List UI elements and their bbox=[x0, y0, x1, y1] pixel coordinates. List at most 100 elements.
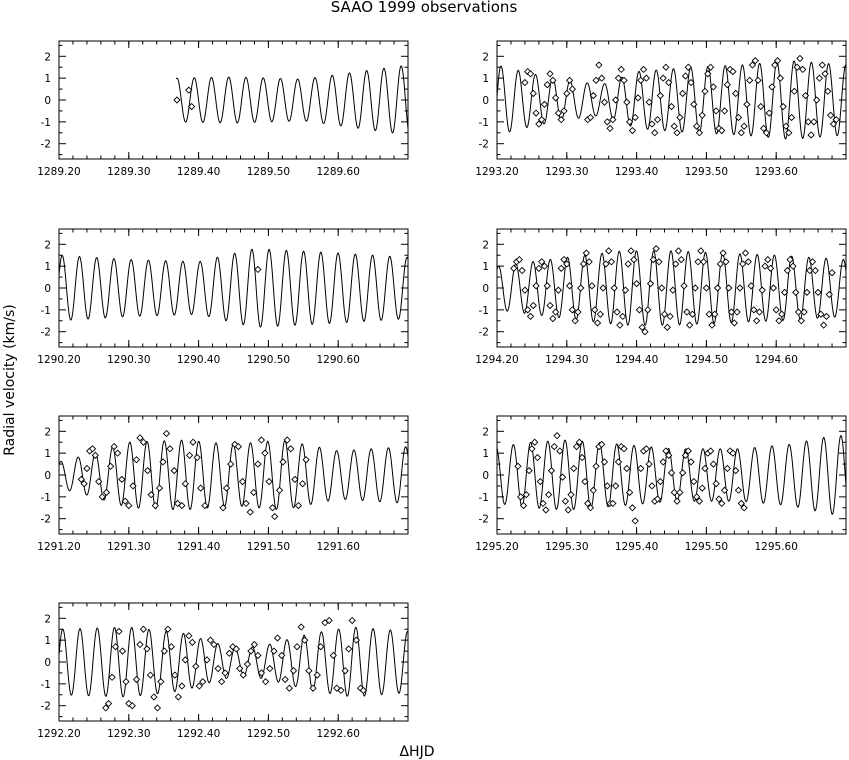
data-point bbox=[146, 671, 155, 679]
data-point bbox=[532, 282, 540, 290]
x-tick-label: 1291.30 bbox=[107, 541, 150, 553]
y-tick-label: 0 bbox=[44, 95, 51, 107]
x-tick-label: 1295.40 bbox=[615, 541, 658, 553]
data-point bbox=[266, 664, 274, 673]
data-point bbox=[818, 61, 826, 69]
data-point bbox=[571, 317, 579, 325]
data-point bbox=[793, 63, 801, 71]
data-point bbox=[697, 247, 705, 255]
data-point bbox=[281, 675, 289, 684]
y-tick-label: 2 bbox=[44, 613, 51, 625]
data-point bbox=[747, 282, 755, 290]
x-tick-label: 1295.60 bbox=[754, 541, 797, 553]
data-point bbox=[88, 445, 97, 453]
data-point bbox=[801, 91, 810, 100]
data-point bbox=[709, 83, 718, 91]
data-point bbox=[778, 310, 786, 318]
x-tick-label: 1291.60 bbox=[316, 541, 359, 553]
data-point bbox=[581, 477, 589, 486]
data-point bbox=[561, 497, 570, 505]
data-point bbox=[609, 116, 617, 124]
data-point bbox=[147, 491, 155, 499]
data-point bbox=[771, 61, 779, 69]
data-point bbox=[645, 98, 653, 106]
data-point bbox=[620, 76, 628, 84]
data-point bbox=[607, 258, 616, 266]
data-point bbox=[676, 488, 684, 497]
data-point bbox=[645, 460, 653, 468]
data-point bbox=[298, 480, 307, 488]
data-point bbox=[621, 286, 630, 294]
data-point bbox=[769, 284, 778, 292]
data-point bbox=[178, 501, 186, 510]
data-point bbox=[309, 684, 317, 692]
data-point bbox=[185, 451, 194, 459]
data-point bbox=[821, 70, 829, 78]
data-point bbox=[673, 497, 681, 505]
y-tick-label: 1 bbox=[44, 635, 51, 647]
data-point bbox=[828, 269, 836, 277]
data-point bbox=[715, 495, 723, 503]
y-tick-label: 0 bbox=[482, 283, 489, 295]
data-point bbox=[634, 94, 642, 102]
data-point bbox=[162, 429, 171, 438]
data-point bbox=[641, 328, 649, 336]
data-point bbox=[565, 76, 574, 84]
data-point bbox=[549, 314, 557, 323]
x-tick-label: 1293.30 bbox=[545, 166, 588, 178]
data-point bbox=[575, 438, 584, 446]
data-point bbox=[83, 464, 91, 473]
data-point bbox=[579, 260, 588, 268]
data-point bbox=[577, 284, 585, 292]
model-curve bbox=[58, 439, 409, 511]
x-tick-label: 1291.40 bbox=[177, 541, 220, 553]
data-point bbox=[679, 89, 687, 98]
data-point bbox=[586, 113, 595, 122]
plot-frame bbox=[58, 415, 409, 535]
data-point bbox=[624, 260, 632, 268]
data-point bbox=[719, 249, 727, 257]
data-point bbox=[824, 87, 832, 95]
data-point bbox=[698, 484, 706, 492]
data-point bbox=[596, 310, 604, 318]
data-point bbox=[713, 284, 722, 292]
data-point bbox=[603, 482, 611, 490]
data-point bbox=[242, 499, 250, 508]
data-point bbox=[803, 288, 811, 297]
data-point bbox=[139, 625, 148, 633]
data-point bbox=[673, 129, 681, 137]
data-point bbox=[227, 460, 235, 468]
data-point bbox=[766, 264, 775, 272]
data-point bbox=[159, 458, 167, 466]
data-point bbox=[698, 111, 706, 119]
data-point bbox=[538, 116, 546, 124]
data-point bbox=[704, 70, 712, 78]
data-point bbox=[551, 94, 560, 102]
x-axis-label: ΔHJD bbox=[399, 744, 434, 760]
plot-frame bbox=[496, 40, 847, 160]
data-point bbox=[153, 704, 162, 712]
data-point bbox=[642, 74, 651, 82]
data-point bbox=[670, 488, 678, 497]
data-point bbox=[663, 323, 671, 331]
data-point bbox=[210, 640, 218, 649]
y-tick-label: 1 bbox=[44, 73, 51, 85]
data-point bbox=[542, 506, 550, 514]
data-point bbox=[188, 638, 196, 646]
y-tick-label: 2 bbox=[44, 426, 51, 438]
data-point bbox=[178, 682, 186, 690]
data-point bbox=[677, 255, 685, 264]
data-point bbox=[722, 258, 730, 266]
data-point bbox=[639, 65, 648, 74]
data-point bbox=[166, 445, 174, 453]
data-point bbox=[679, 469, 687, 477]
data-point bbox=[348, 616, 356, 625]
data-point bbox=[676, 113, 684, 122]
y-tick-label: 0 bbox=[482, 95, 489, 107]
data-point bbox=[701, 87, 709, 95]
data-point bbox=[545, 491, 553, 499]
data-point bbox=[706, 447, 715, 455]
data-point bbox=[171, 671, 179, 679]
panel-1292: 1292.20 1292.30 1292.40 1292.50 1292.60 -2 -1 0… bbox=[37, 602, 409, 740]
